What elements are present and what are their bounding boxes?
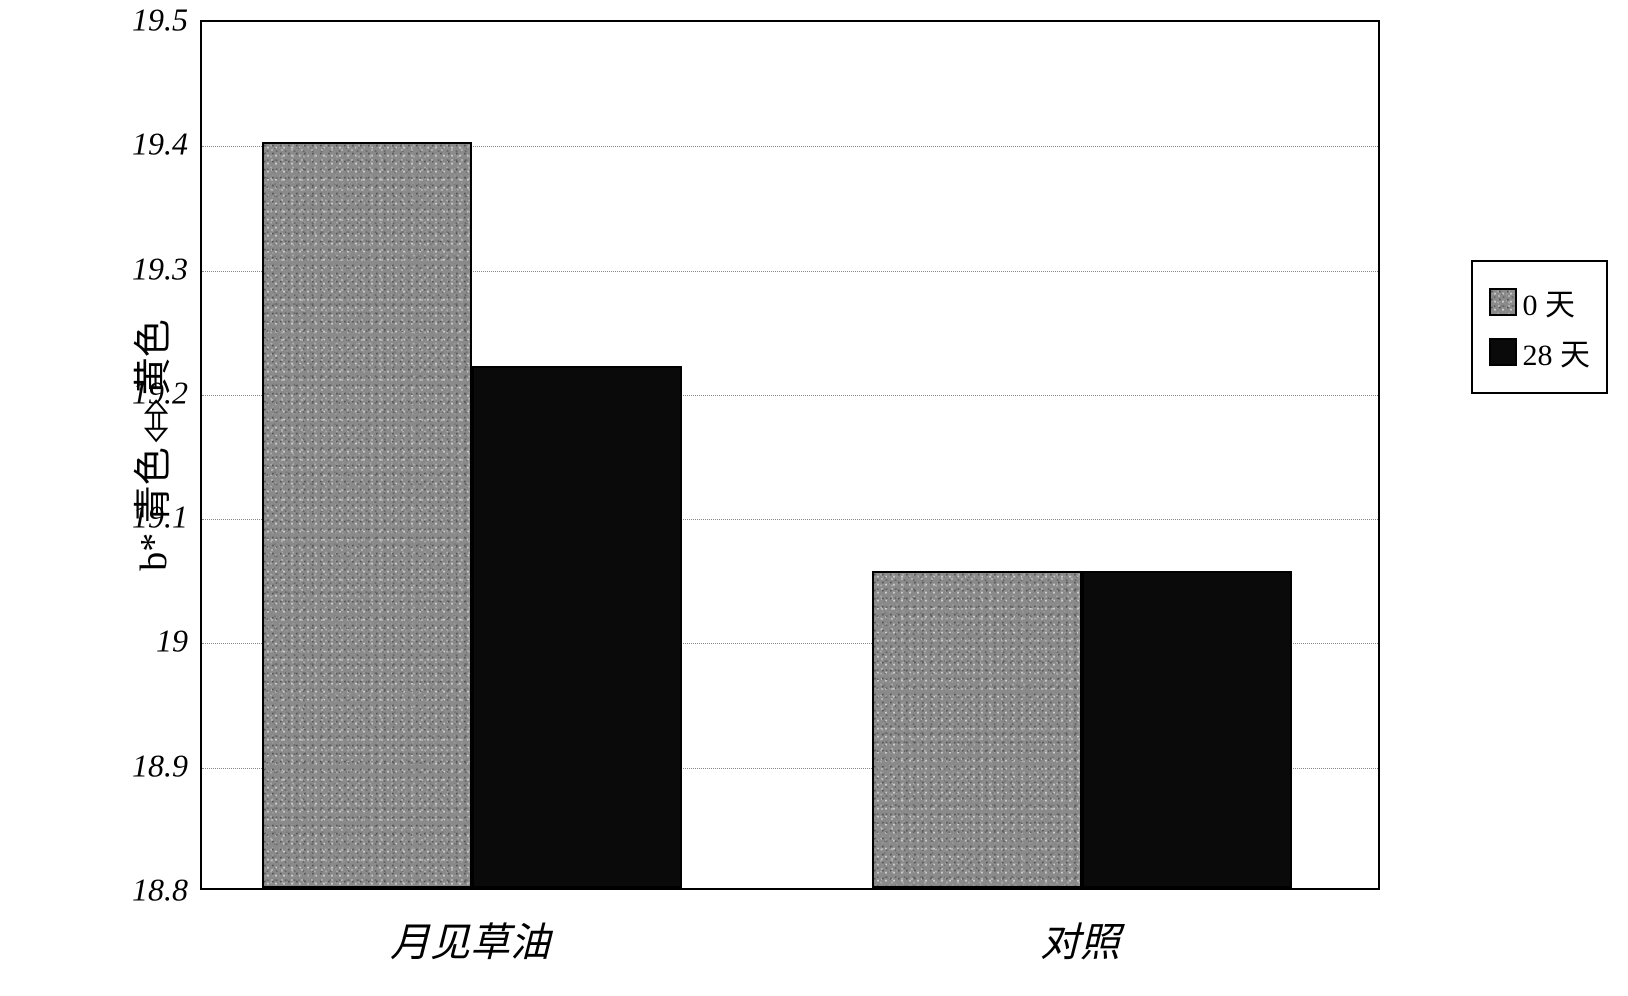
ytick-label: 19.1 bbox=[108, 499, 188, 536]
ytick-label: 19.3 bbox=[108, 250, 188, 287]
bar-chart: b* 青色黄色 18.818.91919.119.219.319.419.5 月… bbox=[0, 0, 1628, 996]
bar-0-1 bbox=[472, 366, 682, 888]
x-category-1: 对照 bbox=[870, 910, 1290, 968]
plot-area bbox=[200, 20, 1380, 890]
legend-label-1: 28 天 bbox=[1523, 330, 1591, 374]
legend-swatch-1 bbox=[1489, 338, 1517, 366]
bar-0-0 bbox=[262, 142, 472, 888]
legend-label-0: 0 天 bbox=[1523, 280, 1576, 324]
ytick-label: 18.8 bbox=[108, 872, 188, 909]
ytick-label: 19.2 bbox=[108, 374, 188, 411]
ytick-label: 19.4 bbox=[108, 126, 188, 163]
ytick-label: 18.9 bbox=[108, 747, 188, 784]
legend-swatch-0 bbox=[1489, 288, 1517, 316]
ytick-label: 19.5 bbox=[108, 2, 188, 39]
legend: 0 天 28 天 bbox=[1471, 260, 1609, 394]
legend-item-0: 0 天 bbox=[1489, 280, 1591, 324]
bar-1-1 bbox=[1082, 571, 1292, 888]
x-category-0: 月见草油 bbox=[260, 910, 680, 968]
ytick-label: 19 bbox=[108, 623, 188, 660]
bar-1-0 bbox=[872, 571, 1082, 888]
legend-item-1: 28 天 bbox=[1489, 330, 1591, 374]
